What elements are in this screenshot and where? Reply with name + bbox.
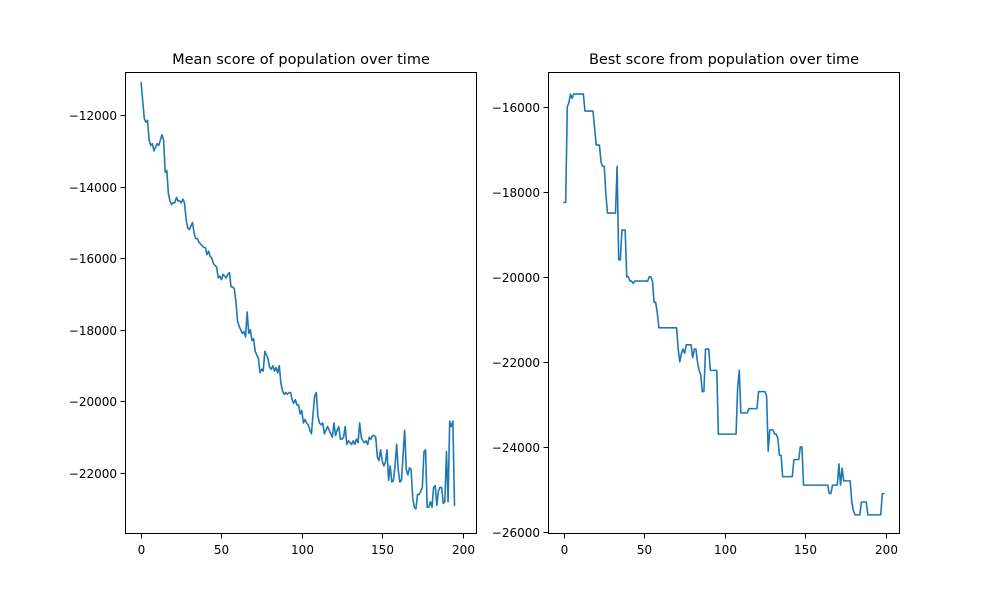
chart-left-x-tick-label: 200 xyxy=(452,543,475,557)
chart-left-x-tick-label: 0 xyxy=(138,543,146,557)
chart-right-plot xyxy=(563,93,885,516)
chart-right-x-tick-label: 100 xyxy=(714,543,737,557)
chart-right: Best score from population over time 0 50… xyxy=(492,52,900,557)
chart-left-y-tick-label: −20000 xyxy=(69,395,117,409)
chart-left-title: Mean score of population over time xyxy=(172,52,430,68)
chart-right-y-tick-label: −22000 xyxy=(492,356,540,370)
chart-right-title: Best score from population over time xyxy=(589,52,859,68)
chart-left-y-tick-label: −18000 xyxy=(69,324,117,338)
chart-left-x-tick-label: 50 xyxy=(214,543,229,557)
chart-right-y-tick-label: −18000 xyxy=(492,186,540,200)
chart-right-series-line xyxy=(563,93,885,516)
chart-left-y-tick-label: −12000 xyxy=(69,109,117,123)
chart-right-y-tick-label: −24000 xyxy=(492,441,540,455)
chart-right-y-tick-label: −26000 xyxy=(492,526,540,540)
chart-right-x-tick-label: 150 xyxy=(794,543,817,557)
chart-left-ticks: 0 50 100 150 200 −12000 −14000 −16000 −18000 −200… xyxy=(69,109,475,557)
chart-left-x-tick-label: 100 xyxy=(291,543,314,557)
chart-left-x-tick-label: 150 xyxy=(371,543,394,557)
chart-left-y-tick-label: −14000 xyxy=(69,181,117,195)
chart-left: Mean score of population over time 0 50 10… xyxy=(69,52,477,557)
chart-left-y-tick-label: −16000 xyxy=(69,252,117,266)
chart-left-series-line xyxy=(140,81,456,510)
chart-right-x-tick-label: 0 xyxy=(561,543,569,557)
chart-left-y-tick-label: −22000 xyxy=(69,467,117,481)
chart-right-x-tick-label: 200 xyxy=(875,543,898,557)
chart-left-axes-frame xyxy=(125,72,477,534)
chart-right-axes-frame xyxy=(548,72,900,534)
chart-right-y-tick-label: −20000 xyxy=(492,271,540,285)
chart-right-ticks: 0 50 100 150 200 −16000 −18000 −20000 −22000 −240… xyxy=(492,101,898,557)
chart-right-x-tick-label: 50 xyxy=(637,543,652,557)
chart-right-y-tick-label: −16000 xyxy=(492,101,540,115)
chart-left-plot xyxy=(140,81,456,510)
